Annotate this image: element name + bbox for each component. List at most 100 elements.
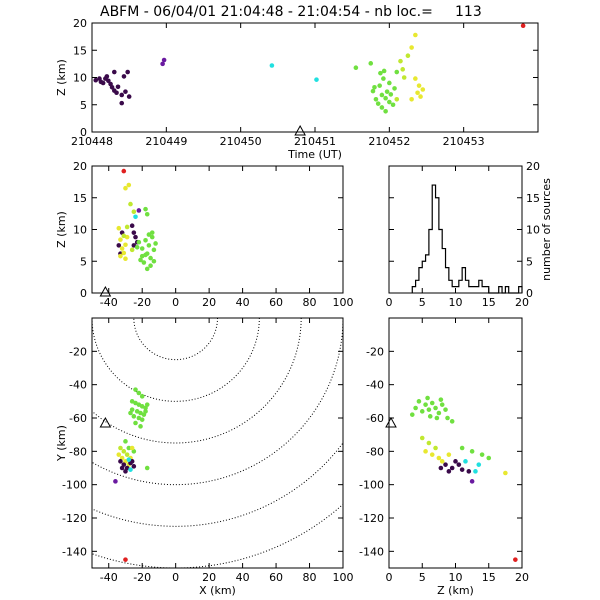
- source-point: [118, 459, 123, 464]
- source-point: [372, 85, 377, 90]
- source-point: [449, 465, 455, 471]
- y-tick-label: -60: [366, 412, 384, 425]
- source-point: [131, 414, 137, 419]
- plan-view-panel: -40 -20 0 20 40 60 80 100 -140 -120 -100 -80 -60 -40 -…: [55, 317, 354, 597]
- source-point: [133, 234, 138, 240]
- source-point: [144, 211, 150, 217]
- source-point: [151, 258, 157, 264]
- source-point: [129, 223, 135, 228]
- x-tick-label: -20: [133, 296, 151, 309]
- plot-frame: [91, 317, 344, 569]
- source-point: [439, 402, 445, 407]
- source-point: [433, 405, 438, 411]
- y-axis-label: Z (km): [55, 211, 68, 248]
- source-point: [378, 70, 383, 76]
- y-tick-label: 5: [80, 99, 87, 112]
- source-point: [121, 250, 127, 256]
- source-point: [151, 247, 157, 253]
- y-tick-label: -120: [62, 512, 87, 525]
- y-tick-label: 0: [80, 287, 87, 300]
- source-point: [379, 92, 385, 98]
- source-point: [148, 263, 153, 268]
- y-axis-label: Z (km): [55, 59, 68, 96]
- source-point: [119, 465, 125, 471]
- y-tick-label: 20: [526, 160, 540, 173]
- source-point: [126, 182, 132, 188]
- x-axis-label: Z (km): [437, 584, 474, 597]
- source-point: [383, 108, 388, 114]
- source-points: [113, 387, 150, 562]
- source-point: [149, 230, 155, 235]
- y-tick-label: -20: [366, 345, 384, 358]
- source-point: [416, 83, 422, 88]
- y-tick-label: -140: [359, 545, 384, 558]
- source-point: [469, 479, 475, 484]
- source-point: [370, 88, 376, 94]
- source-point: [390, 102, 396, 108]
- source-point: [131, 209, 137, 215]
- x-axis-label: X (km): [199, 584, 236, 597]
- source-point: [138, 257, 143, 263]
- y-tick-label: 20: [73, 160, 87, 173]
- x-tick-label: -40: [100, 571, 118, 584]
- source-point: [420, 87, 426, 92]
- source-point: [123, 89, 128, 94]
- x-tick-label: 0: [386, 571, 393, 584]
- source-point: [423, 402, 428, 407]
- source-point: [436, 410, 442, 416]
- source-point: [119, 246, 125, 251]
- source-point: [131, 464, 137, 469]
- source-point: [513, 557, 518, 562]
- x-tick-label: 40: [236, 571, 250, 584]
- source-point: [160, 61, 165, 67]
- source-point: [446, 452, 452, 457]
- source-point: [138, 424, 143, 429]
- x-tick-label: 20: [202, 296, 216, 309]
- source-point: [392, 86, 397, 91]
- source-point: [443, 407, 448, 412]
- y-tick-label: 10: [73, 224, 87, 237]
- source-point: [118, 253, 123, 259]
- source-point: [146, 243, 152, 248]
- source-point: [381, 76, 386, 81]
- source-point: [401, 75, 407, 80]
- x-tick-label: 100: [333, 296, 354, 309]
- source-point: [418, 94, 423, 99]
- source-point: [476, 462, 482, 467]
- x-tick-label: 80: [303, 571, 317, 584]
- x-tick-label: 210452: [368, 135, 410, 148]
- source-point: [459, 467, 465, 472]
- y-axis-label: number of sources: [540, 178, 553, 281]
- y-axis-label: Y (km): [55, 425, 68, 462]
- source-point: [123, 256, 128, 262]
- source-point: [379, 105, 385, 110]
- source-point: [368, 61, 374, 66]
- source-point: [121, 74, 127, 79]
- source-point: [429, 452, 435, 457]
- x-height-panel: -40 -20 0 20 40 60 80 100 0 5 10 15 20 Z (km): [55, 160, 354, 309]
- source-point: [128, 410, 133, 416]
- source-point: [126, 94, 132, 99]
- source-point: [463, 459, 468, 464]
- source-point: [119, 100, 125, 106]
- source-point: [143, 237, 148, 243]
- y-tick-label: 5: [80, 255, 87, 268]
- source-point: [469, 449, 475, 454]
- source-point: [453, 459, 458, 464]
- y-tick-label: -100: [359, 479, 384, 492]
- source-point: [104, 74, 110, 79]
- source-point: [314, 77, 319, 82]
- source-point: [449, 419, 455, 424]
- source-point: [269, 63, 275, 68]
- source-point: [123, 439, 128, 444]
- plot-frame: [388, 317, 523, 569]
- source-point: [353, 65, 359, 70]
- source-point: [136, 208, 142, 213]
- source-point: [131, 230, 137, 235]
- source-point: [123, 242, 128, 248]
- source-point: [394, 69, 400, 75]
- source-point: [93, 77, 99, 83]
- source-point: [124, 452, 130, 457]
- x-tick-label: 210449: [145, 135, 187, 148]
- x-tick-label: -40: [100, 296, 118, 309]
